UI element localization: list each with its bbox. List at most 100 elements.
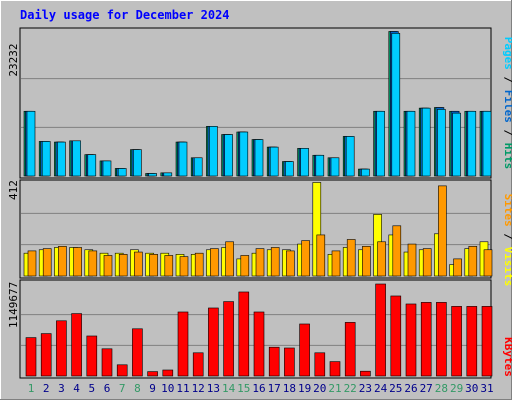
pages-bar	[163, 172, 173, 177]
kbytes-bar	[192, 352, 204, 377]
sites-bar	[58, 246, 67, 277]
hits-bars	[21, 31, 492, 177]
day-label: 11	[176, 382, 189, 395]
pages-bar	[148, 173, 157, 177]
kbytes-bar	[162, 369, 174, 377]
pages-bar	[391, 33, 401, 177]
kbytes-bar	[451, 306, 462, 377]
sites-bar	[149, 254, 158, 277]
day-label: 27	[420, 382, 433, 395]
pages-bar	[315, 154, 325, 177]
sites-bar	[210, 248, 219, 277]
sites-bar	[103, 255, 113, 277]
sites-bar	[240, 255, 250, 277]
legend-sites: Sites	[502, 194, 512, 227]
kbytes-bar	[360, 370, 371, 377]
sites-bar	[73, 247, 82, 277]
legend-sep: /	[502, 70, 512, 90]
kbytes-bar	[420, 302, 432, 377]
pages-bar	[421, 107, 431, 177]
sites-bar	[225, 241, 234, 277]
sites-bar	[134, 251, 143, 277]
sites-bar	[286, 250, 295, 277]
day-label: 22	[344, 382, 357, 395]
day-label: 19	[298, 382, 311, 395]
kbytes-bar	[268, 346, 280, 377]
kbytes-bar	[375, 283, 386, 377]
kbytes-bar	[481, 306, 493, 377]
pages-bar	[57, 141, 66, 177]
kbytes-bar	[147, 371, 158, 377]
pages-bar	[102, 160, 112, 177]
day-label: 1	[28, 382, 35, 395]
kbytes-bar	[466, 306, 478, 377]
day-label: 20	[313, 382, 326, 395]
kbytes-bar	[223, 301, 234, 377]
day-label: 17	[268, 382, 281, 395]
sites-bar	[316, 234, 326, 277]
chart-title: Daily usage for December 2024	[20, 8, 230, 22]
legend-files: Files	[502, 90, 512, 123]
sites-bar	[346, 239, 356, 277]
day-label: 25	[389, 382, 402, 395]
hits-legend: Pages / Files / Hits	[502, 37, 512, 170]
sites-bar	[453, 258, 462, 277]
pages-bar	[452, 112, 461, 177]
sites-bar	[438, 185, 447, 277]
kbytes-bar	[436, 302, 447, 377]
sites-bar	[179, 256, 189, 277]
pages-bar	[376, 110, 385, 177]
day-label: 13	[207, 382, 220, 395]
pages-bar	[178, 141, 188, 177]
kbytes-bar	[299, 323, 310, 377]
legend-sep: /	[502, 227, 512, 247]
pages-bar	[345, 136, 355, 177]
pages-bar	[209, 126, 218, 177]
day-label: 28	[435, 382, 448, 395]
pages-bar	[330, 157, 340, 177]
day-label: 10	[161, 382, 174, 395]
day-label: 6	[104, 382, 111, 395]
pages-bar	[269, 146, 279, 177]
kbytes-bar	[25, 337, 37, 377]
pages-bar	[482, 110, 492, 177]
sites-bar	[422, 248, 432, 277]
sites-bar	[301, 240, 310, 277]
pages-bar	[361, 168, 370, 177]
kbytes-bar	[253, 311, 265, 377]
day-label: 15	[237, 382, 250, 395]
pages-bar	[239, 131, 249, 177]
legend-hits: Hits	[502, 143, 512, 170]
sites-bar	[331, 250, 341, 277]
panel-visits: 412 Sites / Visits	[7, 179, 512, 286]
legend-pages: Pages	[502, 37, 512, 70]
kbytes-ymax-label: 1149677	[7, 282, 20, 328]
panel-hits: 23232 Pages / Files / Hits	[7, 27, 512, 179]
kbytes-bars	[21, 283, 493, 377]
pages-bar	[300, 148, 309, 177]
visits-ymax-label: 412	[7, 180, 20, 200]
day-label: 29	[450, 382, 463, 395]
visits-bars	[21, 182, 493, 277]
pages-bar	[437, 109, 446, 177]
day-label: 7	[119, 382, 126, 395]
kbytes-bar	[116, 364, 128, 377]
kbytes-bar	[208, 307, 219, 377]
kbytes-bar	[101, 348, 113, 377]
kbytes-bar	[238, 291, 250, 377]
kbytes-bar	[40, 333, 52, 377]
pages-bar	[41, 141, 51, 177]
day-label: 23	[359, 382, 372, 395]
day-label: 24	[374, 382, 388, 395]
pages-bar	[87, 154, 97, 177]
sites-bar	[118, 254, 128, 277]
pages-bar	[467, 110, 477, 177]
sites-bar	[377, 241, 386, 277]
day-label: 4	[73, 382, 80, 395]
kbytes-bar	[344, 322, 356, 377]
day-label: 31	[480, 382, 493, 395]
sites-bar	[164, 255, 174, 277]
pages-bar	[285, 161, 294, 177]
sites-bar	[42, 248, 52, 277]
